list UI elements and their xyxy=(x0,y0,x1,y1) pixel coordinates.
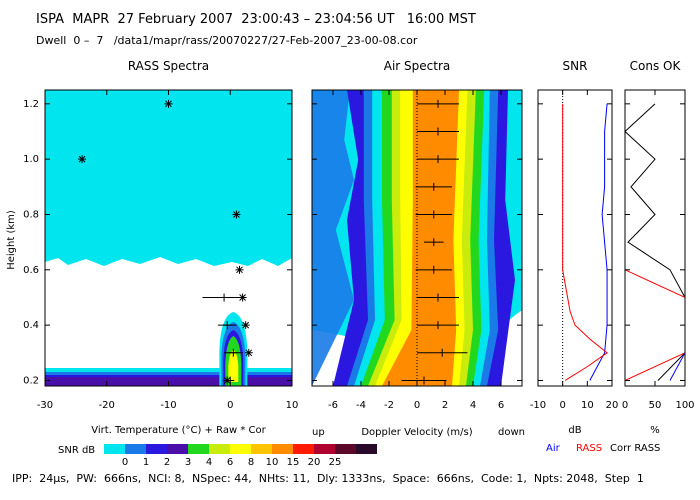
colorbar-swatch xyxy=(251,444,272,454)
y-tick-label: 1.0 xyxy=(23,154,39,165)
rass-heatmap xyxy=(45,90,292,386)
colorbar-swatch xyxy=(188,444,209,454)
rass-title: RASS Spectra xyxy=(128,59,209,73)
y-tick-label: 1.2 xyxy=(23,99,39,110)
rass-cor-point xyxy=(245,349,253,357)
colorbar-swatch xyxy=(335,444,356,454)
air-down-label: down xyxy=(498,427,525,438)
rass-x-tick-label: -20 xyxy=(99,400,115,411)
legend-rass: RASS xyxy=(576,443,602,454)
y-tick-label: 0.4 xyxy=(23,320,39,331)
air-x-tick-label: 6 xyxy=(498,400,504,411)
colorbar-label: 10 xyxy=(266,457,279,468)
colorbar-swatch xyxy=(314,444,335,454)
colorbar-label: 1 xyxy=(143,457,149,468)
rass-cor-point xyxy=(239,293,247,301)
colorbar-swatch xyxy=(230,444,251,454)
colorbar-swatch xyxy=(146,444,167,454)
colorbar-swatch xyxy=(167,444,188,454)
colorbar-label: 15 xyxy=(287,457,300,468)
cons-x-tick-label: 0 xyxy=(622,400,628,411)
rass-x-tick-label: -10 xyxy=(160,400,176,411)
footer-params: IPP: 24μs, PW: 666ns, NCI: 8, NSpec: 44,… xyxy=(12,472,644,485)
y-tick-label: 0.2 xyxy=(23,375,39,386)
colorbar-label: 6 xyxy=(227,457,233,468)
cons-title: Cons OK xyxy=(630,59,682,73)
rass-x-tick-label: -30 xyxy=(37,400,53,411)
legend-corr-rass: Corr RASS xyxy=(610,443,660,454)
rass-cor-point xyxy=(242,321,250,329)
air-x-tick-label: -4 xyxy=(356,400,366,411)
rass-cor-point xyxy=(78,155,86,163)
air-x-tick-label: 0 xyxy=(414,400,420,411)
cons-x-tick-label: 100 xyxy=(675,400,694,411)
colorbar-swatch xyxy=(293,444,314,454)
rass-cyan-region xyxy=(45,90,292,266)
colorbar-swatch xyxy=(209,444,230,454)
snr-line-air xyxy=(590,104,607,381)
rass-x-tick-label: 0 xyxy=(227,400,233,411)
snr-x-label: dB xyxy=(568,425,581,436)
snr-x-tick-label: 0 xyxy=(559,400,565,411)
y-tick-label: 0.6 xyxy=(23,265,39,276)
colorbar-title: SNR dB xyxy=(58,445,95,456)
colorbar-label: 25 xyxy=(329,457,342,468)
colorbar-swatch xyxy=(272,444,293,454)
snr-x-tick-label: 10 xyxy=(581,400,594,411)
rass-cor-point xyxy=(165,100,173,108)
rass-cor-point xyxy=(236,266,244,274)
colorbar-swatch xyxy=(125,444,146,454)
air-x-label: Doppler Velocity (m/s) xyxy=(361,427,472,438)
air-x-tick-label: 4 xyxy=(470,400,476,411)
colorbar-swatch xyxy=(356,444,377,454)
colorbar-swatch xyxy=(104,444,125,454)
air-title: Air Spectra xyxy=(384,59,451,73)
cons-x-label: % xyxy=(650,425,660,436)
colorbar-label: 2 xyxy=(164,457,170,468)
air-x-tick-label: 2 xyxy=(442,400,448,411)
air-x-tick-label: -6 xyxy=(328,400,338,411)
rass-x-label: Virt. Temperature (°C) + Raw * Cor xyxy=(91,425,266,436)
rass-x-tick-label: 10 xyxy=(286,400,299,411)
snr-line-rass xyxy=(563,104,607,381)
y-tick-label: 0.8 xyxy=(23,209,39,220)
snr-frame xyxy=(538,90,612,386)
rass-cor-point xyxy=(232,210,240,218)
cons-line-air xyxy=(670,353,685,381)
y-axis-label: Height (km) xyxy=(6,210,17,270)
colorbar-label: 8 xyxy=(248,457,254,468)
cons-x-tick-label: 50 xyxy=(649,400,662,411)
colorbar-label: 4 xyxy=(206,457,212,468)
colorbar-label: 3 xyxy=(185,457,191,468)
cons-line-rass xyxy=(625,104,685,381)
legend-air: Air xyxy=(546,443,561,454)
cons-frame xyxy=(625,90,685,386)
air-up-label: up xyxy=(312,427,325,438)
rass-raw-point xyxy=(220,293,228,301)
colorbar-label: 0 xyxy=(122,457,128,468)
snr-title: SNR xyxy=(563,59,588,73)
colorbar-label: 20 xyxy=(308,457,321,468)
cons-line-corr xyxy=(625,104,685,381)
air-x-tick-label: -2 xyxy=(384,400,394,411)
snr-x-tick-label: 20 xyxy=(606,400,619,411)
snr-x-tick-label: -10 xyxy=(530,400,546,411)
